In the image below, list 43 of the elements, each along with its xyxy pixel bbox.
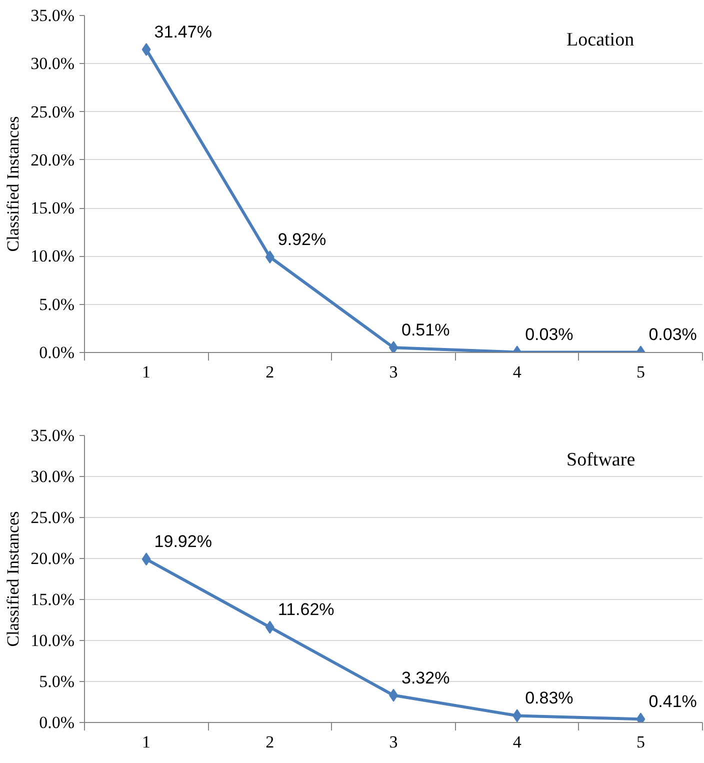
data-label: 0.41% (648, 692, 697, 712)
y-tick-label: 15.0% (30, 198, 75, 218)
y-tick-label: 15.0% (30, 590, 75, 609)
x-tick-label: 4 (512, 362, 522, 382)
y-tick-label: 25.0% (30, 102, 75, 122)
y-axis-title: Classified Instances (4, 511, 23, 647)
data-label: 0.03% (648, 325, 697, 344)
x-tick-label: 5 (636, 362, 645, 382)
x-tick-label: 1 (142, 732, 151, 752)
x-tick-label: 2 (266, 732, 274, 752)
y-axis-title: Classified Instances (4, 116, 23, 252)
annotation: Software (566, 450, 636, 470)
y-tick-label: 25.0% (30, 508, 75, 527)
data-label: 3.32% (402, 668, 450, 688)
y-tick-label: 5.0% (39, 294, 75, 314)
y-tick-label: 35.0% (30, 426, 75, 445)
x-tick-label: 5 (636, 732, 645, 752)
y-tick-label: 10.0% (30, 246, 75, 266)
data-label: 19.92% (154, 532, 212, 552)
x-tick-label: 3 (389, 732, 398, 752)
point (142, 552, 151, 566)
point (265, 620, 274, 634)
y-tick-label: 30.0% (30, 467, 75, 486)
data-label: 0.51% (402, 320, 450, 340)
data-label: 11.62% (278, 600, 334, 620)
x-tick-label: 4 (512, 732, 522, 752)
y-tick-label: 30.0% (30, 54, 75, 74)
x-tick-label: 2 (266, 362, 274, 382)
data-label: 0.83% (525, 688, 574, 708)
data-label: 0.03% (525, 325, 574, 344)
y-tick-label: 20.0% (30, 549, 75, 568)
data-label: 31.47% (154, 22, 212, 42)
annotation: Location (566, 30, 635, 50)
point (512, 709, 522, 722)
y-tick-label: 35.0% (30, 6, 75, 25)
y-tick-label: 10.0% (30, 631, 75, 650)
y-tick-label: 5.0% (39, 672, 75, 691)
x-tick-label: 3 (389, 362, 398, 382)
y-tick-label: 20.0% (30, 150, 75, 170)
data-label: 9.92% (278, 230, 326, 249)
x-tick-label: 1 (142, 362, 151, 382)
y-tick-label: 0.0% (39, 343, 75, 362)
y-tick-label: 0.0% (39, 713, 75, 732)
